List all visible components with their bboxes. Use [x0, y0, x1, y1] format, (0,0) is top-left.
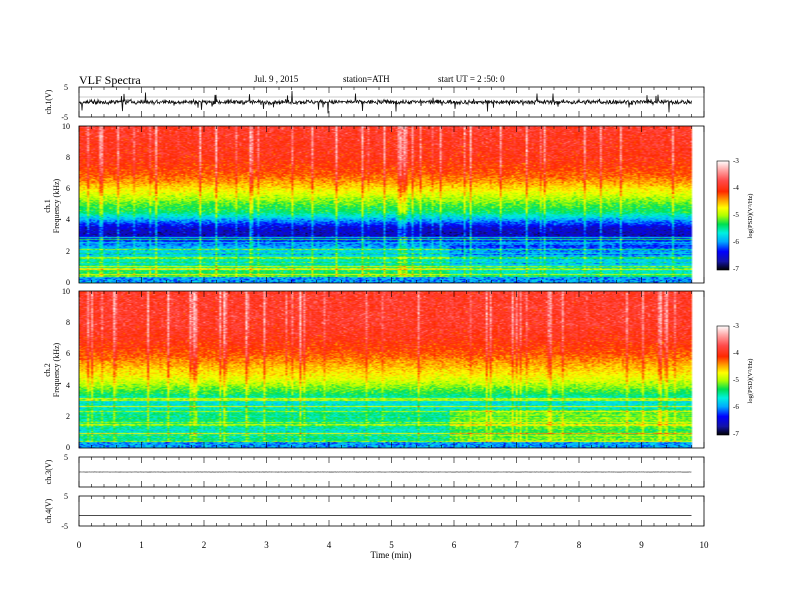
ch1-cb-tick-m3: -3 — [733, 157, 739, 165]
ch2-colorbar-bar — [716, 325, 730, 436]
ch1-cb-tick-m5: -5 — [733, 211, 739, 219]
ch1-freq-ticks: 0 2 4 6 8 10 — [62, 122, 70, 287]
ch1-colorbar: -3 -4 -5 -6 -7 log(PSD)(V²/Hz) — [716, 157, 754, 273]
ch3-ytick-top: 5 — [64, 453, 68, 462]
xtick-label-2: 2 — [202, 540, 207, 550]
ch2-ytick-6: 6 — [66, 349, 70, 358]
ch4-waveform-ylabel: ch.4(V) — [44, 498, 53, 523]
ch1-ytick-10: 10 — [62, 122, 70, 131]
ch1-ytick-8: 8 — [66, 153, 70, 162]
ch4-ytick-top: 5 — [64, 492, 68, 501]
figure-start-time: start UT = 2 :50: 0 — [438, 74, 505, 84]
ch2-colorbar-label: log(PSD)(V²/Hz) — [747, 359, 754, 404]
figure-station: station=ATH — [343, 74, 390, 84]
ch1-colorbar-bar — [716, 160, 730, 271]
ch4-ytick-bottom: -5 — [61, 522, 68, 531]
ch1-ytick-0: 0 — [66, 278, 70, 287]
figure-date: Jul. 9 , 2015 — [254, 74, 299, 84]
xtick-label-10: 10 — [700, 540, 710, 550]
ch1-waveform-ylabel: ch.1(V) — [44, 89, 53, 114]
ch1-cb-tick-m4: -4 — [733, 184, 739, 192]
ch3-waveform-ylabel: ch.3(V) — [44, 459, 53, 484]
ch1-ytick-6: 6 — [66, 184, 70, 193]
xtick-label-9: 9 — [639, 540, 644, 550]
ch2-cb-tick-m3: -3 — [733, 322, 739, 330]
time-tick-marks — [78, 87, 705, 526]
xtick-label-3: 3 — [264, 540, 269, 550]
ch1-spectrogram-image — [79, 126, 704, 283]
ch2-colorbar: -3 -4 -5 -6 -7 log(PSD)(V²/Hz) — [716, 322, 754, 438]
ch1-cb-tick-m6: -6 — [733, 238, 739, 246]
xtick-label-5: 5 — [389, 540, 394, 550]
xtick-label-1: 1 — [139, 540, 144, 550]
xtick-label-7: 7 — [514, 540, 519, 550]
ch2-cb-tick-m5: -5 — [733, 376, 739, 384]
ch1-ytick-2: 2 — [66, 247, 70, 256]
time-axis: 0 1 2 3 4 5 6 7 8 9 10 Time (min) — [77, 540, 709, 560]
ch1-waveform-trace — [78, 90, 692, 114]
xtick-label-4: 4 — [327, 540, 332, 550]
ch2-ytick-2: 2 — [66, 412, 70, 421]
ch2-cb-tick-m7: -7 — [733, 430, 739, 438]
ch1-colorbar-label: log(PSD)(V²/Hz) — [747, 194, 754, 239]
ch4-waveform-panel: 5 -5 ch.4(V) — [44, 492, 705, 531]
ch1-spec-ylabel-frequency: Frequency (kHz) — [52, 178, 61, 233]
ch2-cb-tick-m6: -6 — [733, 403, 739, 411]
ch2-ytick-0: 0 — [66, 443, 70, 452]
ch2-spectrogram-panel: 0 2 4 6 8 10 ch.2 Frequency (kHz) — [43, 287, 705, 452]
ch1-waveform-panel: 5 -5 ch.1(V) — [44, 83, 705, 122]
ch2-ytick-4: 4 — [66, 381, 70, 390]
ch2-cb-tick-m4: -4 — [733, 349, 739, 357]
ch1-ytick-top: 5 — [64, 83, 68, 92]
ch1-spec-ylabel-channel: ch.1 — [43, 199, 52, 213]
ch2-spec-ylabel-frequency: Frequency (kHz) — [52, 342, 61, 397]
xtick-label-0: 0 — [77, 540, 82, 550]
ch2-spec-ylabel-channel: ch.2 — [43, 363, 52, 377]
xtick-label-8: 8 — [577, 540, 582, 550]
ch1-ytick-4: 4 — [66, 215, 70, 224]
ch1-ytick-bottom: -5 — [61, 113, 68, 122]
figure-title: VLF Spectra — [79, 73, 141, 87]
ch2-ytick-8: 8 — [66, 318, 70, 327]
x-axis-label: Time (min) — [371, 550, 412, 560]
ch3-waveform-panel: 5 ch.3(V) — [44, 453, 705, 488]
ch2-ytick-10: 10 — [62, 287, 70, 296]
ch1-spectrogram-panel: 0 2 4 6 8 10 ch.1 Frequency (kHz) — [43, 122, 705, 287]
ch2-spectrogram-image — [79, 291, 704, 448]
xtick-label-6: 6 — [452, 540, 457, 550]
ch1-cb-tick-m7: -7 — [733, 265, 739, 273]
